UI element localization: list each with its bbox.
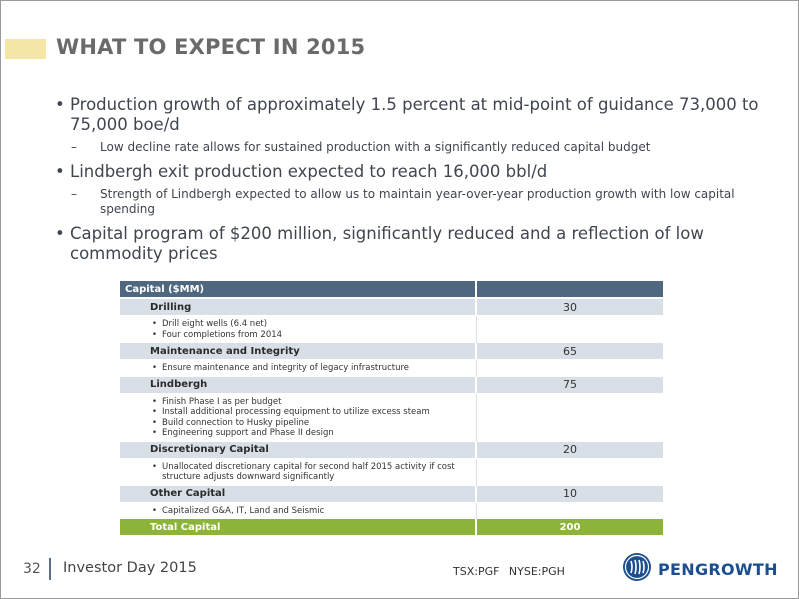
bullet-dot-icon: • — [55, 162, 65, 181]
category-value: 20 — [475, 441, 663, 459]
dash-icon: – — [71, 187, 77, 201]
slide-title: WHAT TO EXPECT IN 2015 — [56, 35, 366, 59]
logo-wordmark: PENGROWTH — [658, 559, 778, 579]
total-row: Total Capital 200 — [120, 519, 663, 535]
category-value: 10 — [475, 485, 663, 503]
table-header-value — [475, 281, 663, 299]
capital-table: Capital ($MM) Drilling 30 Drill eight we… — [120, 281, 663, 535]
bullet-text: Production growth of approximately 1.5 p… — [70, 95, 759, 134]
detail-item: Four completions from 2014 — [152, 330, 476, 341]
bullet-item: • Capital program of $200 million, signif… — [55, 224, 770, 264]
page-number: 32 — [23, 561, 41, 577]
bullet-item: • Lindbergh exit production expected to r… — [55, 162, 770, 182]
detail-item: Capitalized G&A, IT, Land and Seismic — [152, 506, 476, 517]
sub-bullet-item: – Strength of Lindbergh expected to allow… — [71, 187, 770, 217]
total-value: 200 — [475, 519, 663, 535]
detail-item: Install additional processing equipment … — [152, 407, 476, 418]
detail-row: Unallocated discretionary capital for se… — [120, 458, 663, 486]
table-header-row: Capital ($MM) — [120, 281, 663, 299]
detail-row: Drill eight wells (6.4 net) Four complet… — [120, 315, 663, 343]
bullet-text: Capital program of $200 million, signifi… — [70, 224, 704, 263]
table-row: Discretionary Capital 20 — [120, 441, 663, 459]
total-label: Total Capital — [120, 519, 476, 535]
detail-item: Finish Phase I as per budget — [152, 397, 476, 408]
bullet-text: Lindbergh exit production expected to re… — [70, 162, 548, 181]
table-row: Maintenance and Integrity 65 — [120, 343, 663, 360]
detail-row: Ensure maintenance and integrity of lega… — [120, 359, 663, 377]
pengrowth-emblem-icon — [622, 552, 652, 586]
sub-bullet-text: Low decline rate allows for sustained pr… — [100, 140, 651, 154]
table-row: Drilling 30 — [120, 298, 663, 316]
table-row: Other Capital 10 — [120, 485, 663, 503]
category-label: Maintenance and Integrity — [120, 343, 476, 360]
category-label: Other Capital — [120, 485, 476, 503]
table-row: Lindbergh 75 — [120, 376, 663, 394]
detail-item: Build connection to Husky pipeline — [152, 418, 476, 429]
footer-event: Investor Day 2015 — [63, 560, 197, 576]
bullet-list: • Production growth of approximately 1.5 … — [55, 95, 770, 271]
detail-item: Drill eight wells (6.4 net) — [152, 319, 476, 330]
bullet-item: • Production growth of approximately 1.5 … — [55, 95, 770, 135]
title-accent-bar — [5, 39, 46, 59]
bullet-dot-icon: • — [55, 224, 65, 243]
category-value: 75 — [475, 376, 663, 394]
category-value: 30 — [475, 298, 663, 316]
sub-bullet-text: Strength of Lindbergh expected to allow … — [100, 187, 735, 216]
category-label: Discretionary Capital — [120, 441, 476, 459]
bullet-dot-icon: • — [55, 95, 65, 114]
stock-tickers: TSX:PGF NYSE:PGH — [453, 565, 565, 578]
category-label: Drilling — [120, 298, 476, 316]
detail-item: Unallocated discretionary capital for se… — [152, 462, 468, 483]
footer-divider — [49, 558, 51, 580]
detail-item: Ensure maintenance and integrity of lega… — [152, 363, 476, 374]
sub-bullet-item: – Low decline rate allows for sustained p… — [71, 140, 770, 155]
detail-row: Capitalized G&A, IT, Land and Seismic — [120, 502, 663, 519]
dash-icon: – — [71, 140, 77, 154]
detail-row: Finish Phase I as per budget Install add… — [120, 393, 663, 442]
category-label: Lindbergh — [120, 376, 476, 394]
category-value: 65 — [475, 343, 663, 360]
table-header-label: Capital ($MM) — [120, 281, 476, 299]
detail-item: Engineering support and Phase II design — [152, 428, 476, 439]
company-logo: PENGROWTH — [622, 552, 778, 586]
